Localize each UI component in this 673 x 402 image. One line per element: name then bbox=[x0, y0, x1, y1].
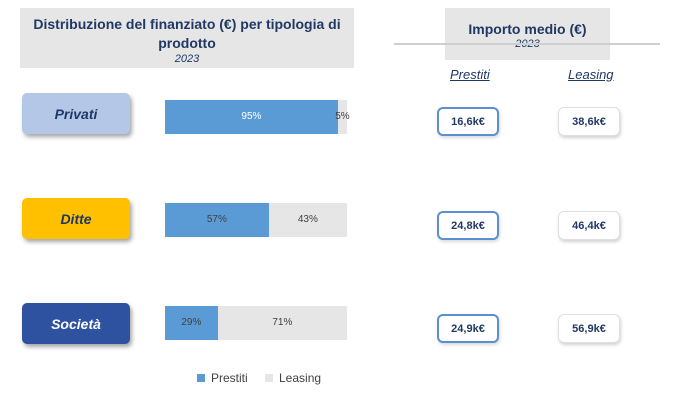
category-privati: Privati bbox=[22, 93, 130, 134]
avg-leasing-privati: 38,6k€ bbox=[558, 107, 620, 136]
bar-label-prestiti-privati: 95% bbox=[241, 111, 262, 122]
average-amount-header: Importo medio (€) 2023 bbox=[445, 8, 610, 60]
bar-leasing-societa bbox=[217, 306, 347, 340]
legend-item-leasing: Leasing bbox=[265, 371, 321, 385]
legend-item-prestiti: Prestiti bbox=[197, 371, 248, 385]
avg-prestiti-privati: 16,6k€ bbox=[437, 107, 499, 136]
bar-label-leasing-privati: 5% bbox=[335, 111, 350, 122]
legend-label-prestiti: Prestiti bbox=[211, 371, 248, 385]
avg-prestiti-societa: 24,9k€ bbox=[437, 314, 499, 343]
distribution-title: Distribuzione del finanziato (€) per tip… bbox=[33, 16, 341, 51]
average-amount-title: Importo medio (€) bbox=[468, 21, 587, 37]
bar-prestiti-societa bbox=[165, 306, 218, 340]
bar-leasing-ditte bbox=[268, 203, 347, 237]
bar-prestiti-ditte bbox=[165, 203, 269, 237]
bar-label-prestiti-societa: 29% bbox=[181, 317, 202, 328]
category-ditte: Ditte bbox=[22, 198, 130, 239]
avg-prestiti-ditte: 24,8k€ bbox=[437, 211, 499, 240]
legend-label-leasing: Leasing bbox=[279, 371, 322, 385]
avg-leasing-societa: 56,9k€ bbox=[558, 314, 620, 343]
category-societa: Società bbox=[22, 303, 130, 344]
column-label-leasing: Leasing bbox=[568, 67, 614, 82]
bar-label-leasing-ditte: 43% bbox=[297, 214, 318, 225]
header-divider bbox=[394, 43, 660, 45]
avg-leasing-ditte: 46,4k€ bbox=[558, 211, 620, 240]
bar-label-leasing-societa: 71% bbox=[272, 317, 293, 328]
distribution-header: Distribuzione del finanziato (€) per tip… bbox=[20, 8, 354, 68]
legend-swatch-leasing bbox=[265, 374, 273, 382]
bar-label-prestiti-ditte: 57% bbox=[206, 214, 227, 225]
bar-prestiti-privati bbox=[165, 100, 338, 134]
column-label-prestiti: Prestiti bbox=[450, 67, 490, 82]
bar-leasing-privati bbox=[337, 100, 347, 134]
distribution-year: 2023 bbox=[174, 53, 200, 65]
legend-swatch-prestiti bbox=[197, 374, 205, 382]
